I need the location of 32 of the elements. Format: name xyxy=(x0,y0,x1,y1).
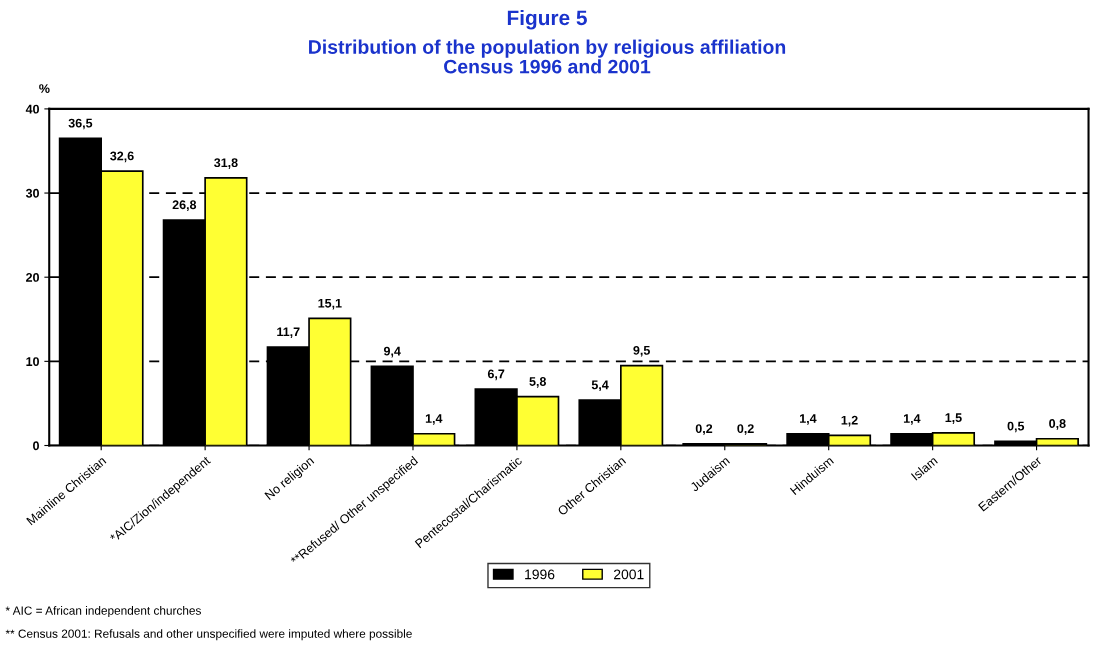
data-label: 0,5 xyxy=(1007,421,1025,433)
data-label: 31,8 xyxy=(214,158,238,169)
data-label: 1,5 xyxy=(945,413,962,424)
data-label: 1,2 xyxy=(841,415,858,427)
data-label: 1,4 xyxy=(903,414,921,425)
data-label: 6,7 xyxy=(487,369,505,381)
text: * AIC = African independent churches xyxy=(5,606,201,618)
data-label: 15,1 xyxy=(318,298,342,310)
data-label: 1,4 xyxy=(425,414,443,425)
y-tick-label: 0 xyxy=(33,441,39,451)
data-label: 0,2 xyxy=(695,424,713,435)
data-label: 0,8 xyxy=(1049,419,1066,430)
data-label: 0,2 xyxy=(737,424,754,435)
data-label: 5,8 xyxy=(529,377,547,388)
legend-label: 2001 xyxy=(614,569,644,580)
data-label: 5,4 xyxy=(591,380,609,392)
data-label: 26,8 xyxy=(172,200,197,211)
data-label: 32,6 xyxy=(110,151,134,163)
data-label: 9,5 xyxy=(633,345,650,357)
legend-label: 1996 xyxy=(525,569,555,580)
chart-subtitle: Distribution of the population by religious affiliation Census 1996 and 2001 xyxy=(309,39,786,74)
y-tick-label: 40 xyxy=(25,104,39,114)
data-label: 11,7 xyxy=(277,327,300,339)
text: ** Census 2001: Refusals and other unspecified were imputed where possible xyxy=(5,629,412,641)
data-label: 36,5 xyxy=(68,118,93,130)
chart-title: Figure 5 xyxy=(507,9,587,30)
y-tick-label: 20 xyxy=(26,273,39,282)
y-tick-label: 10 xyxy=(26,357,39,366)
y-tick-label: 30 xyxy=(25,188,39,198)
data-label: 1,4 xyxy=(800,414,817,425)
data-label: 9,4 xyxy=(383,346,401,358)
y-axis-title: % xyxy=(39,84,50,93)
